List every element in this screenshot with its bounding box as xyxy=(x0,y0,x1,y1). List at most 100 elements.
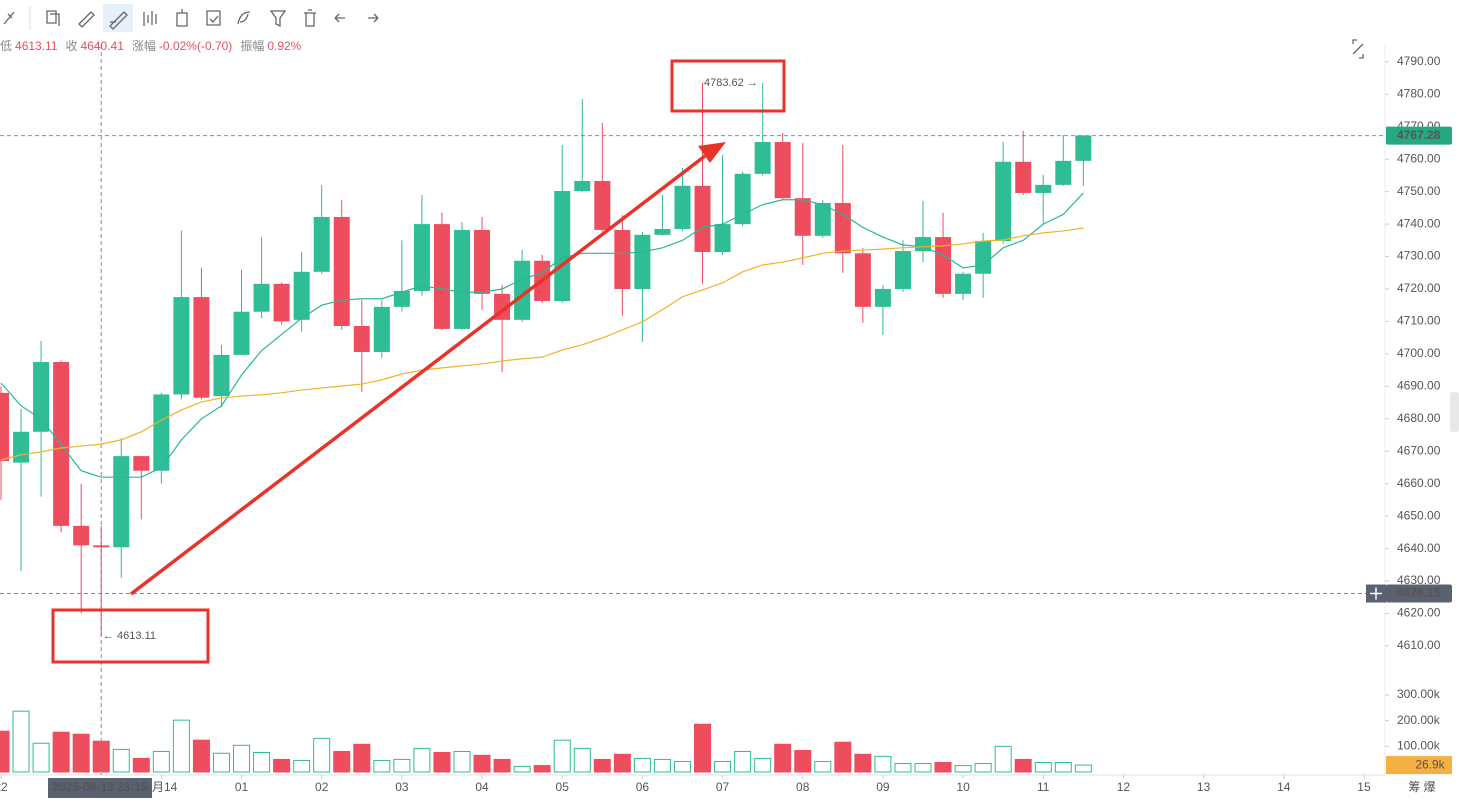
tool-icon[interactable] xyxy=(206,10,221,26)
volume-bar xyxy=(72,733,90,773)
candle-body xyxy=(774,142,791,199)
tool-icon[interactable] xyxy=(143,11,157,26)
candle-body xyxy=(454,229,471,329)
ohlc-header: 低 4613.11 收 4640.41 涨幅 -0.02%(-0.70) 振幅 0.92% xyxy=(0,37,309,54)
tool-icon[interactable] xyxy=(176,9,188,27)
volume-bar xyxy=(974,763,992,773)
candle-body xyxy=(794,198,811,236)
tool-icon[interactable] xyxy=(304,9,316,27)
header-label: 收 xyxy=(65,39,78,53)
candle-body xyxy=(193,297,210,398)
volume-bar xyxy=(433,751,451,773)
volume-bar xyxy=(633,757,651,773)
header-value: 4613.11 xyxy=(15,39,58,53)
candle-body xyxy=(173,297,190,395)
candle-body xyxy=(353,325,370,352)
volume-bar xyxy=(313,737,331,773)
volume-bar xyxy=(653,758,671,773)
volume-bar xyxy=(393,758,411,773)
header-value: -0.02%(-0.70) xyxy=(158,39,233,53)
candle-body xyxy=(1075,135,1092,161)
x-tick-label: 11 xyxy=(1037,780,1050,794)
candle-body xyxy=(874,289,891,307)
volume-bar xyxy=(1014,758,1032,773)
candle-body xyxy=(975,240,992,274)
y-tick-label: 4670.00 xyxy=(1397,443,1441,457)
trend-arrowhead xyxy=(698,142,726,163)
candle-body xyxy=(935,237,952,294)
volume-bar xyxy=(52,731,70,773)
candle-body xyxy=(413,224,430,291)
expand-icon[interactable] xyxy=(1352,39,1364,59)
ma-line xyxy=(0,227,1084,461)
volume-bar xyxy=(273,758,291,773)
candle-body xyxy=(955,273,972,294)
tool-icon[interactable] xyxy=(368,13,379,23)
volume-bar xyxy=(473,754,491,773)
volume-bar xyxy=(513,765,531,773)
x-tick-label: 09 xyxy=(876,780,890,794)
x-tick-label: 03 xyxy=(395,780,409,794)
y-tick-label: 4700.00 xyxy=(1397,346,1441,360)
volume-bar xyxy=(333,750,351,773)
candle-body xyxy=(1035,184,1052,193)
volume-bar xyxy=(934,762,952,773)
x-tick-label: 22 xyxy=(0,780,8,794)
candle-body xyxy=(1055,160,1072,185)
volume-bar xyxy=(12,710,30,773)
tool-icon[interactable] xyxy=(237,11,251,25)
volume-bar xyxy=(954,765,972,773)
plot: 4610.00 4620.00 4630.00 4640.00 4650.00 4660.… xyxy=(0,45,1452,798)
x-tick-label: 04 xyxy=(475,780,489,794)
header-label: 振幅 xyxy=(240,39,265,53)
toolbar-right[interactable]: 筹 爆 xyxy=(1408,780,1435,794)
candle-body xyxy=(694,185,711,253)
y-tick-label: 4650.00 xyxy=(1397,508,1441,522)
tool-icon[interactable] xyxy=(109,11,128,30)
crosshair-price-tag-bg xyxy=(1386,584,1452,603)
volume-bar xyxy=(0,730,10,773)
crosshair-time-bg xyxy=(48,778,152,798)
x-tick-label: 13 xyxy=(1197,780,1211,794)
tool-icon[interactable] xyxy=(3,11,15,25)
tool-icon[interactable] xyxy=(78,11,95,28)
x-tick-label: 02 xyxy=(315,780,329,794)
last-price-tag: 4767.28 xyxy=(1397,128,1441,142)
annotation-label: ← 4613.11 xyxy=(103,630,156,642)
tool-icon[interactable] xyxy=(46,10,60,26)
last-price-tag-bg xyxy=(1386,126,1452,145)
volume-bar xyxy=(453,750,471,773)
volume-bar xyxy=(673,760,691,773)
scroll-handle[interactable] xyxy=(1450,392,1459,432)
volume-bar xyxy=(112,748,130,773)
volume-bar xyxy=(132,757,150,773)
volume-bar xyxy=(32,742,50,773)
y-tick-label: 4690.00 xyxy=(1397,379,1441,393)
candle-body xyxy=(514,260,531,320)
volume-bar xyxy=(233,744,251,773)
header-value: 0.92% xyxy=(267,39,302,53)
x-tick-label: 10 xyxy=(956,780,970,794)
tool-icon[interactable] xyxy=(269,10,287,28)
crosshair-time: 2025-08-13 23:15 xyxy=(52,780,148,794)
annotation-box xyxy=(51,608,210,664)
candle-body xyxy=(995,161,1012,241)
volume-bar xyxy=(253,751,271,773)
volume-bar xyxy=(573,747,591,773)
y-tick-label: 4680.00 xyxy=(1397,411,1441,425)
y-tick-label: 4740.00 xyxy=(1397,216,1441,230)
annotation-label: 4783.62 → xyxy=(704,77,758,89)
volume-bar xyxy=(212,752,230,773)
volume-bar xyxy=(1054,762,1072,773)
candle-body xyxy=(213,354,230,397)
crosshair-price-tag: 4626.15 xyxy=(1397,586,1441,600)
tool-icon[interactable] xyxy=(334,13,345,23)
y-tick-label: 4630.00 xyxy=(1397,573,1441,587)
candle-body xyxy=(313,216,330,272)
candle-body xyxy=(253,283,270,312)
volume-bar xyxy=(994,745,1012,773)
volume-tick-label: 100.00k xyxy=(1397,739,1441,753)
candle-body xyxy=(674,185,691,229)
volume-tick-label: 300.00k xyxy=(1397,687,1441,701)
x-tick-label: 8月14 xyxy=(145,780,177,794)
